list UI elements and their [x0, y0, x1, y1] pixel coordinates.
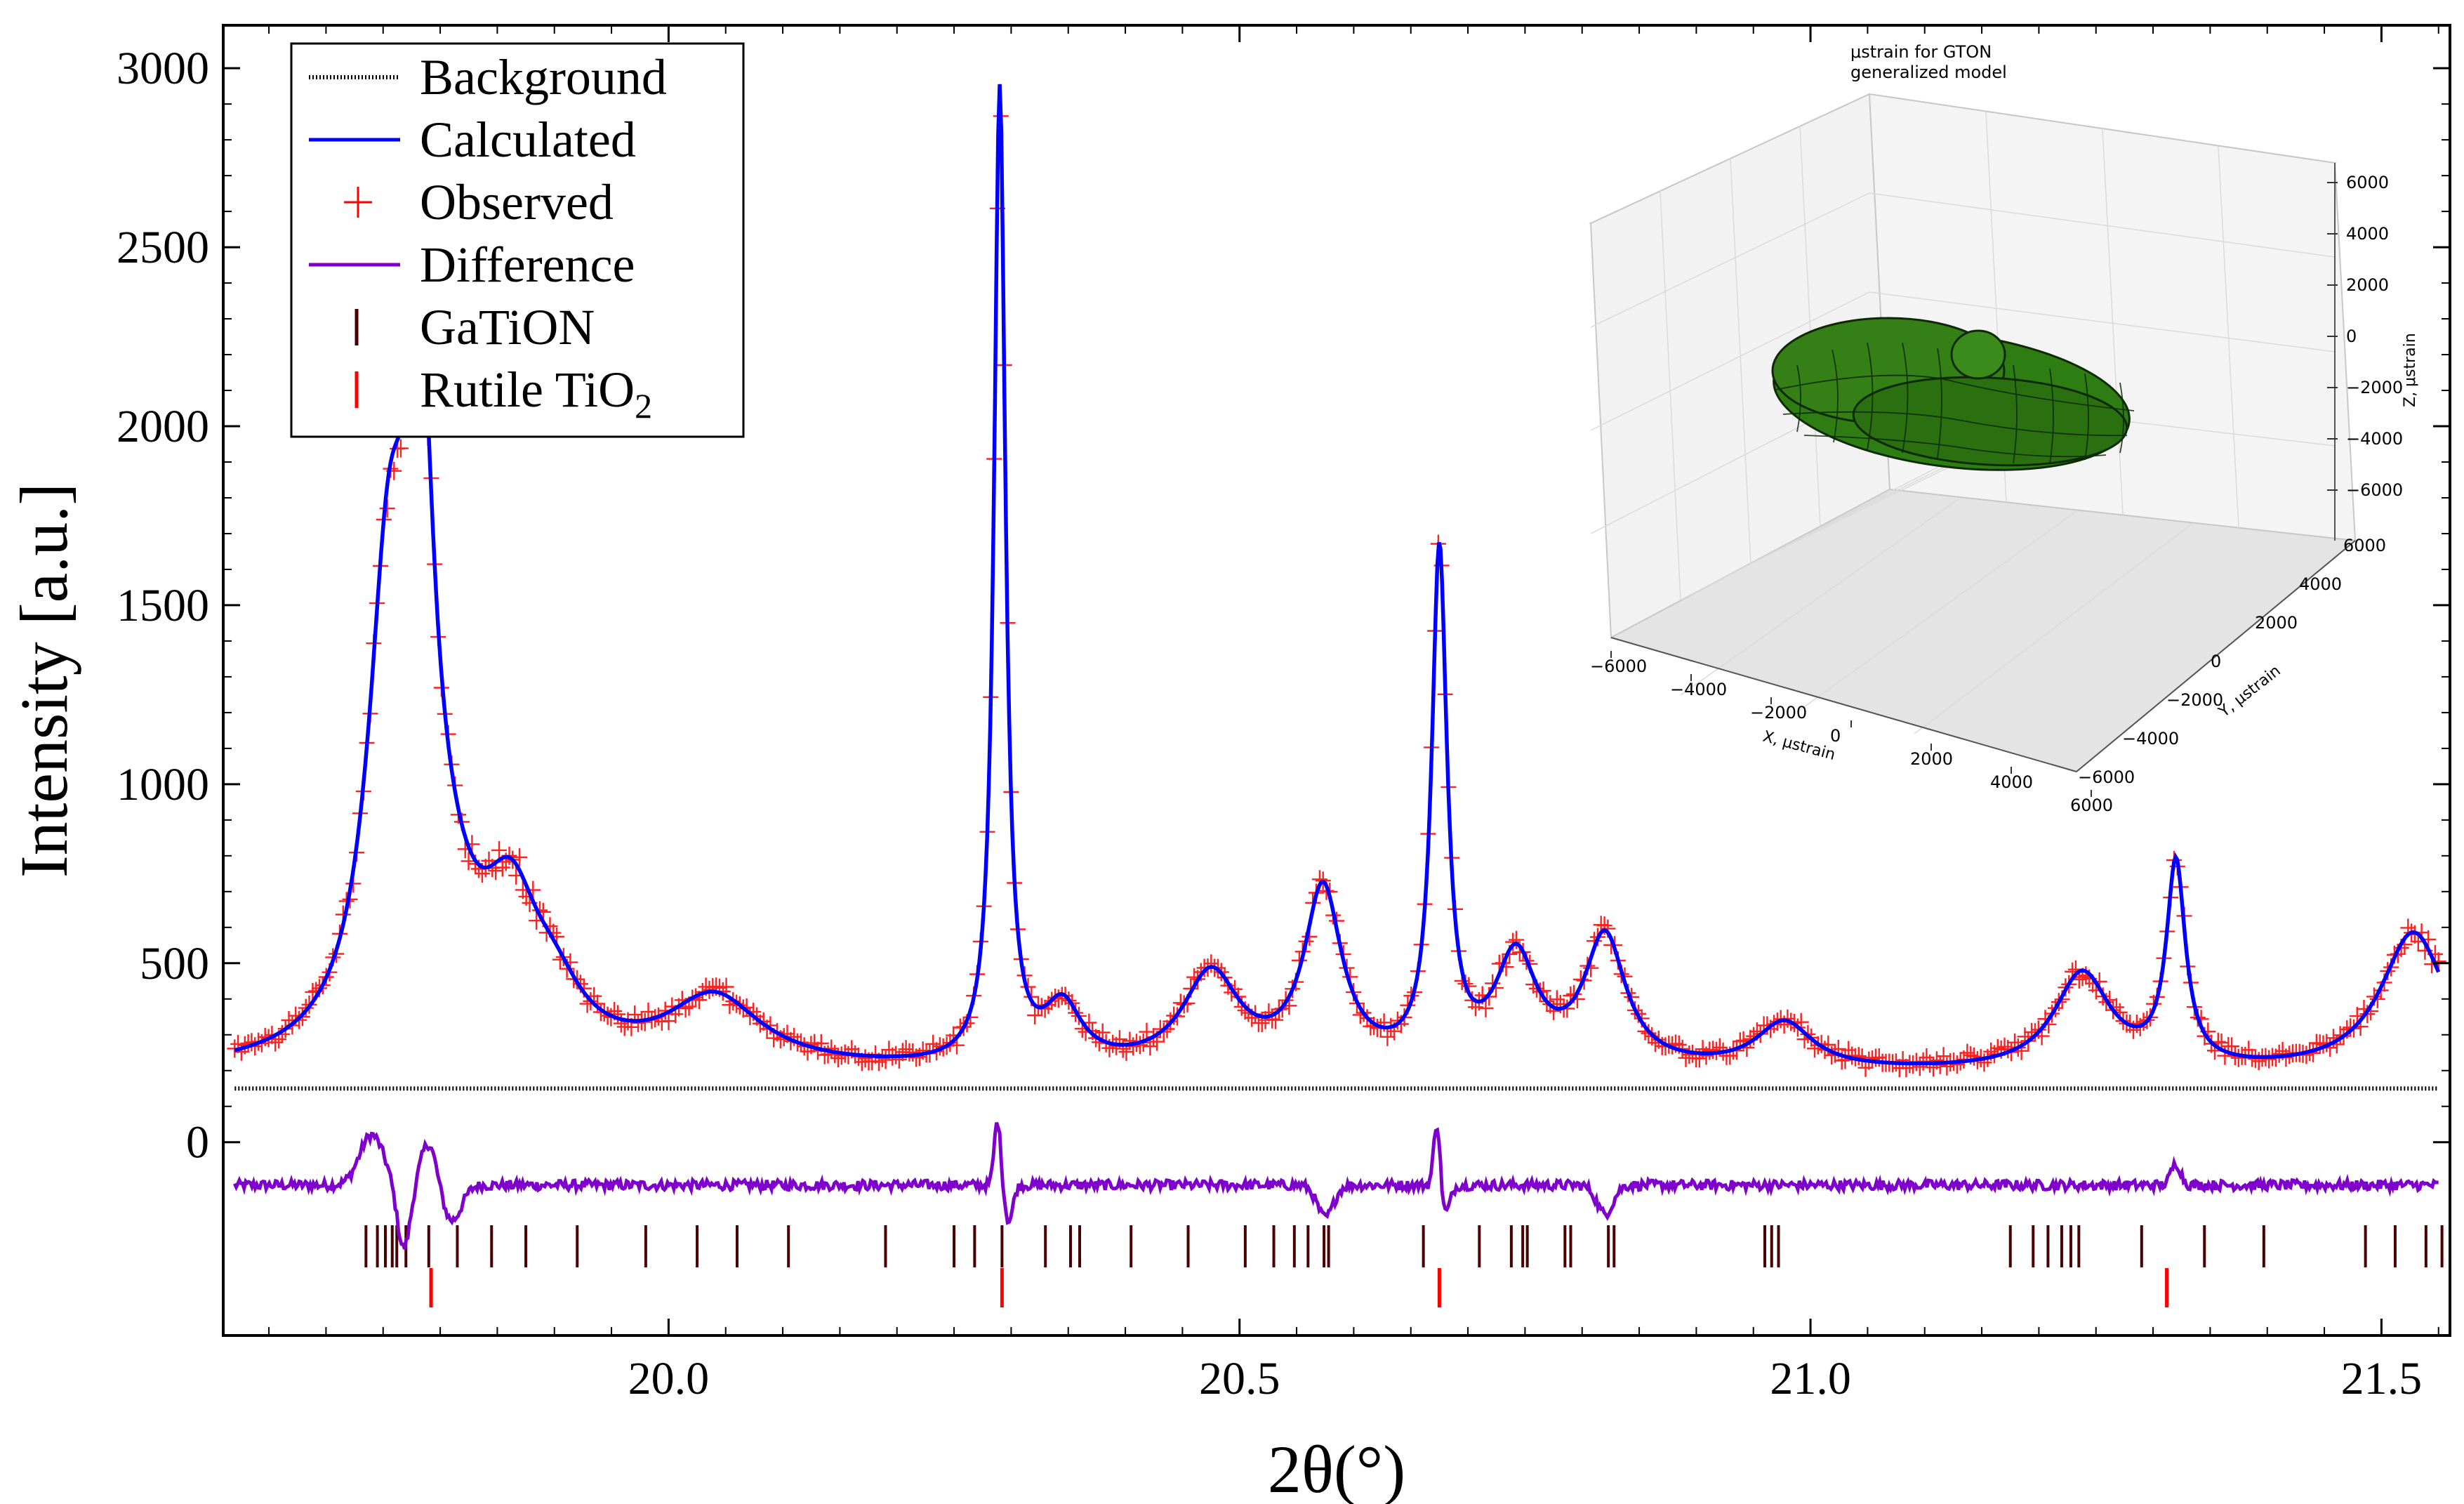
- inset-z-axis-label: Z, μstrain: [2402, 333, 2419, 407]
- gation-reflection-ticks: [364, 1225, 2444, 1267]
- legend-item: Background: [309, 49, 667, 105]
- inset-z-tick-label: −4000: [2346, 429, 2403, 449]
- inset-z-tick-label: −2000: [2346, 378, 2403, 397]
- inset-x-tick-label: 0: [1830, 726, 1841, 746]
- inset-y-tick-label: −6000: [2078, 767, 2135, 787]
- inset-y-tick-label: −4000: [2122, 729, 2179, 748]
- inset-x-tick-label: 4000: [1990, 772, 2033, 792]
- y-tick-label: 2500: [117, 222, 209, 273]
- legend-label: Calculated: [420, 112, 636, 168]
- legend-item: Calculated: [309, 112, 636, 168]
- x-tick-label: 20.5: [1199, 1353, 1280, 1404]
- inset-y-tick-label: −2000: [2166, 690, 2223, 710]
- inset-z-tick-label: 0: [2346, 326, 2357, 346]
- plot-frame: [222, 24, 2451, 1337]
- y-tick-label: 2000: [117, 401, 209, 452]
- legend-label: GaTiON: [420, 299, 595, 355]
- inset-x-tick-label: 6000: [2070, 796, 2113, 815]
- inset-strain-surface: [1771, 317, 2135, 471]
- legend-item: GaTiON: [355, 299, 595, 355]
- inset-x-axis-label: X, μstrain: [1761, 728, 1837, 765]
- legend-box: [290, 42, 745, 438]
- inset-z-tick-label: 2000: [2346, 275, 2389, 295]
- inset-x-tick-label: −6000: [1590, 657, 1647, 676]
- difference-curve: [233, 1122, 2439, 1250]
- inset-y-tick-label: 2000: [2255, 613, 2298, 633]
- inset-title-line1: μstrain for GTON: [1850, 42, 1992, 62]
- legend-label: Difference: [420, 237, 635, 293]
- inset-z-axis-ticks: 6000 4000 2000 0 −2000 −4000 −6000: [2327, 173, 2403, 500]
- y-tick-label: 1500: [117, 580, 209, 631]
- x-tick-label: 20.0: [628, 1353, 710, 1404]
- rutile-reflection-ticks: [429, 1268, 2169, 1307]
- legend-item: Observed: [344, 174, 614, 230]
- inset-y-tick-label: 0: [2211, 652, 2221, 671]
- legend-label: Background: [420, 49, 667, 105]
- inset-y-axis-label: Y, μstrain: [2215, 662, 2284, 721]
- y-tick-label: 1000: [117, 759, 209, 810]
- legend-plus-marker: [344, 187, 372, 218]
- x-tick-label: 21.0: [1770, 1353, 1851, 1404]
- legend-item: Difference: [309, 237, 635, 293]
- axes: 0 500 1000 1500 2000 2500 3000 20.0 20.5 21.0 21.5: [117, 24, 2451, 1404]
- legend-label: Rutile TiO2: [420, 362, 652, 426]
- inset-x-tick-label: −2000: [1750, 703, 1807, 723]
- inset-title-line2: generalized model: [1850, 62, 2007, 82]
- inset-z-tick-label: 6000: [2346, 173, 2389, 192]
- y-tick-label: 3000: [117, 43, 209, 94]
- y-tick-label: 0: [186, 1117, 209, 1168]
- y-tick-label: 500: [140, 938, 209, 989]
- inset-y-tick-label: 4000: [2299, 574, 2342, 594]
- x-axis-label: 2θ(°): [1268, 1432, 1405, 1504]
- legend: Background Calculated Observed Difference Ga…: [290, 42, 745, 438]
- y-axis-label: Intensity [a.u.]: [6, 483, 81, 878]
- legend-label: Observed: [420, 174, 614, 230]
- inset-3d-strain-plot: μstrain for GTON generalized model 60004…: [1588, 42, 2419, 815]
- inset-x-tick-label: −4000: [1670, 680, 1727, 699]
- inset-z-tick-label: 4000: [2346, 224, 2389, 244]
- calculated-curve: [234, 84, 2441, 1066]
- inset-y-tick-label: 6000: [2343, 536, 2386, 555]
- inset-x-tick-label: 2000: [1910, 749, 1953, 769]
- legend-item: Rutile TiO2: [355, 362, 652, 426]
- inset-box: [1588, 93, 2357, 773]
- inset-z-tick-label: −6000: [2346, 480, 2403, 500]
- data-layer: [227, 84, 2446, 1307]
- x-tick-label: 21.5: [2341, 1353, 2423, 1404]
- inset-x-axis-ticks: −6000 −4000 −2000 0 2000 4000 6000: [1590, 651, 2113, 815]
